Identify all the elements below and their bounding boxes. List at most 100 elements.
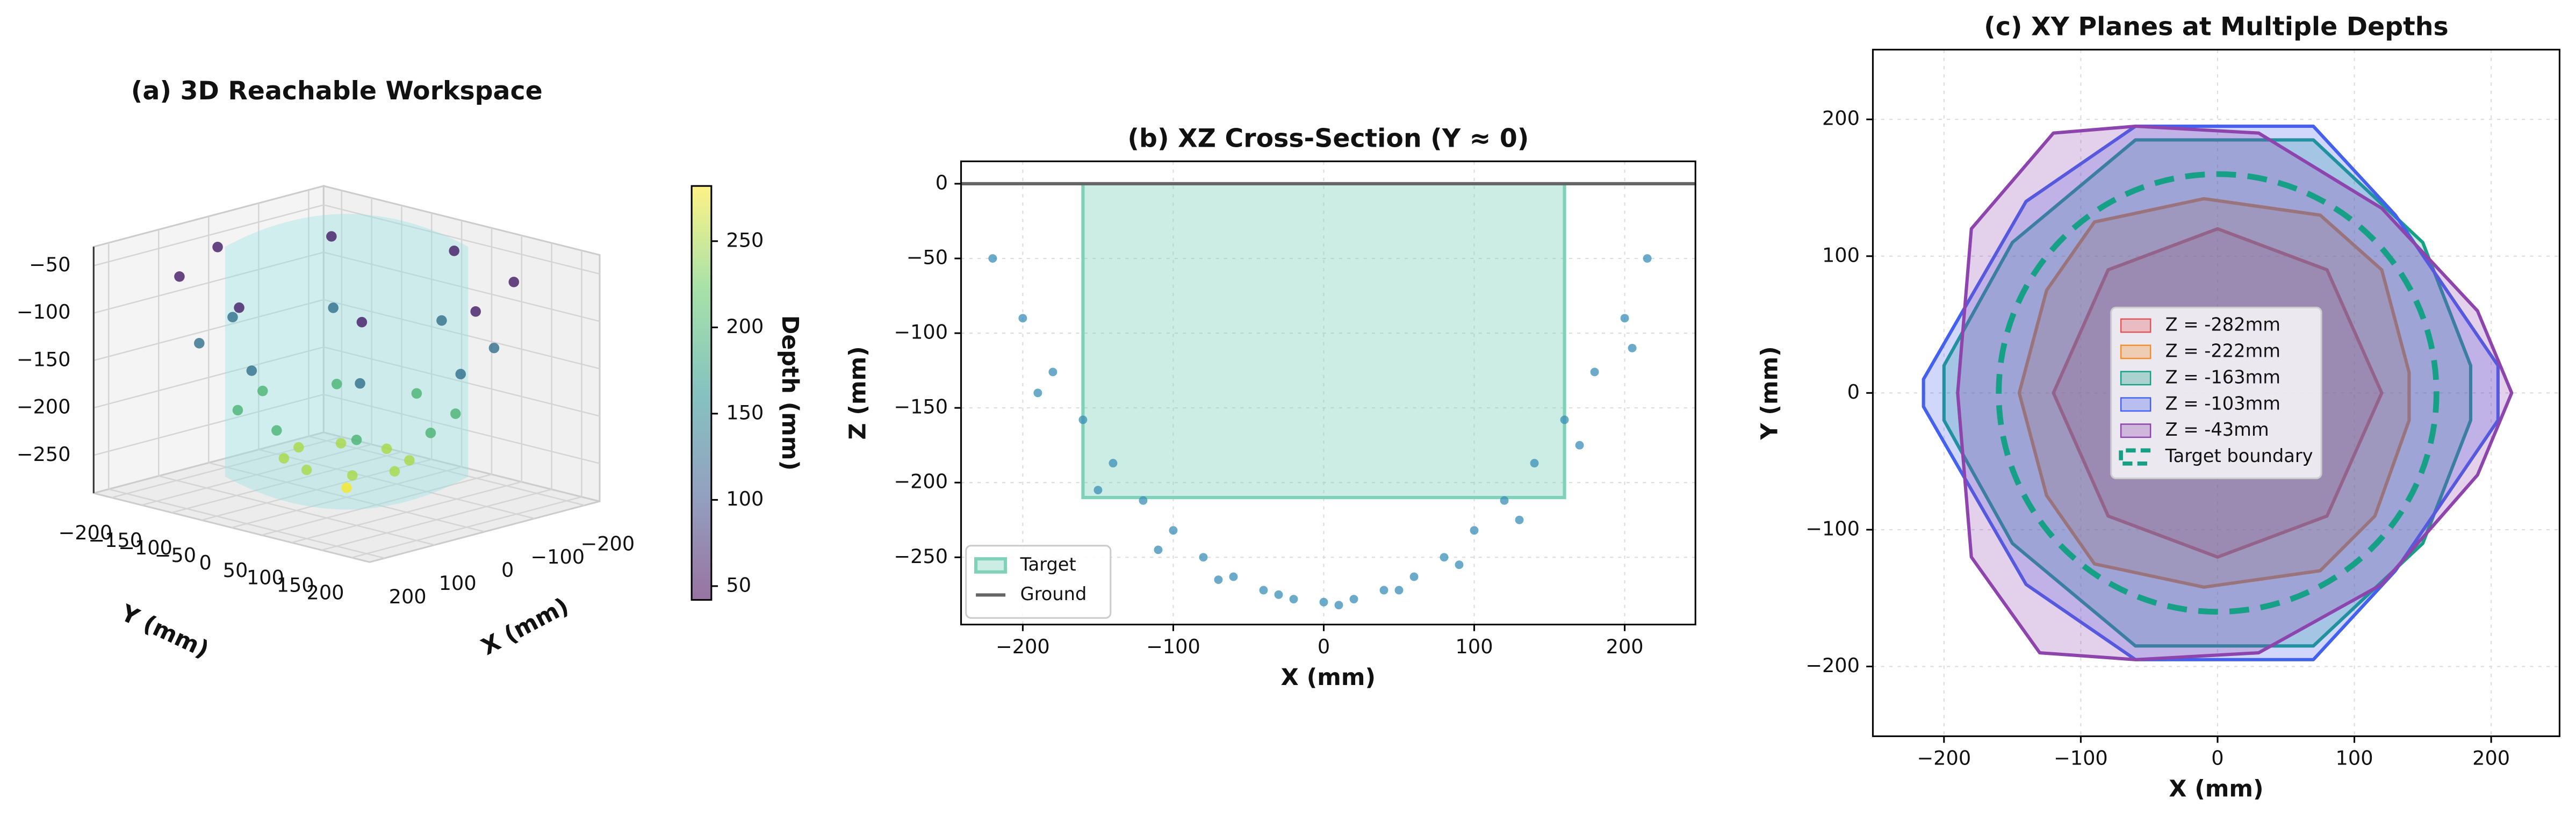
point <box>1169 526 1178 535</box>
grid-line <box>261 473 492 536</box>
z-axis-label: Z (mm) <box>0 293 2 387</box>
point <box>1274 590 1283 599</box>
x-tick-label: 100 <box>1456 635 1493 658</box>
colorbar-tick-label: 250 <box>726 228 764 251</box>
y-tick-label: −100 <box>894 321 948 344</box>
point <box>1214 575 1223 584</box>
target-region <box>1081 182 1566 500</box>
colorbar-frame <box>690 185 713 601</box>
point <box>1154 545 1163 554</box>
x-tick-label: 200 <box>2472 747 2510 770</box>
x-axis-label: X (mm) <box>2169 776 2263 803</box>
point <box>425 428 436 438</box>
point <box>227 312 238 323</box>
y-tick-label: 150 <box>277 574 314 597</box>
x-tick-label: 200 <box>389 585 427 608</box>
point <box>1033 388 1042 398</box>
legend-marker <box>2120 423 2152 438</box>
point <box>1229 572 1238 581</box>
plot-frame <box>1872 48 2560 737</box>
point <box>341 482 352 493</box>
point <box>455 369 466 380</box>
point <box>1515 515 1524 524</box>
y-tick-label: 200 <box>306 581 344 604</box>
z-tick-label: −100 <box>17 300 71 323</box>
point <box>450 408 461 419</box>
y-tick-label: −100 <box>118 536 172 559</box>
x-tick-label: 200 <box>1606 635 1644 658</box>
x-tick-label: −100 <box>1146 635 1200 658</box>
legend-marker <box>2120 397 2152 412</box>
point <box>278 453 290 464</box>
y-tick-label: 0 <box>936 171 948 194</box>
point <box>411 388 422 399</box>
legend-marker <box>2120 344 2152 359</box>
legend-marker <box>2119 448 2151 466</box>
x-tick-label: 0 <box>501 559 514 582</box>
y-tick-label: −250 <box>894 545 948 568</box>
point <box>1018 314 1027 323</box>
z-tick-label: −250 <box>17 443 71 466</box>
point <box>293 442 304 453</box>
y-tick-label: −200 <box>894 470 948 493</box>
z-tick-label: −200 <box>17 395 71 419</box>
point <box>1093 486 1103 495</box>
y-tick-label: −200 <box>58 521 112 544</box>
y-tick-label: 50 <box>223 559 248 582</box>
legend-marker <box>974 557 1008 574</box>
point <box>271 425 282 436</box>
y-tick-label: −150 <box>88 529 142 552</box>
point <box>326 231 337 242</box>
point <box>1334 601 1343 610</box>
point <box>328 302 339 313</box>
point <box>174 271 185 282</box>
point <box>381 443 392 455</box>
grid-line <box>351 496 582 559</box>
point <box>1409 572 1419 581</box>
point <box>1620 314 1629 323</box>
point <box>234 302 244 313</box>
y-tick-label: −50 <box>155 544 196 567</box>
chart-title: (c) XY Planes at Multiple Depths <box>1984 12 2449 42</box>
target-cylinder <box>225 214 469 510</box>
y-tick-label: 0 <box>199 551 212 574</box>
y-tick-label: 100 <box>247 566 284 589</box>
colorbar-tick-label: 200 <box>726 315 764 338</box>
point <box>246 365 257 376</box>
x-tick-label: −100 <box>2054 747 2108 770</box>
grid-line <box>171 451 402 514</box>
point <box>1078 415 1088 424</box>
point <box>404 455 415 466</box>
x-tick-label: 100 <box>439 572 477 595</box>
point <box>1643 254 1652 263</box>
target-boundary <box>1996 171 2440 615</box>
legend-box <box>2110 306 2322 479</box>
point <box>1259 586 1268 595</box>
colorbar-label: Depth (mm) <box>776 315 803 471</box>
z-tick-label: −50 <box>29 253 70 276</box>
point <box>1575 441 1584 450</box>
legend-label: Z = -103mm <box>2165 393 2280 414</box>
point <box>232 405 243 416</box>
legend-marker <box>2120 371 2152 386</box>
point <box>257 385 268 396</box>
point <box>1319 597 1328 607</box>
point <box>508 277 520 287</box>
y-tick-label: −150 <box>894 395 948 419</box>
y-tick-label: 200 <box>1822 107 1860 130</box>
point <box>1349 595 1358 604</box>
grid-line <box>231 466 462 529</box>
legend-label: Target <box>1020 554 1076 575</box>
point <box>355 378 365 389</box>
legend-label: Z = -282mm <box>2165 314 2280 335</box>
point <box>1199 553 1208 562</box>
point <box>1289 595 1298 604</box>
point <box>436 315 447 326</box>
legend-label: Target boundary <box>2165 445 2313 466</box>
legend-box <box>965 545 1112 619</box>
x-tick-label: 0 <box>2211 747 2224 770</box>
x-tick-label: −200 <box>996 635 1050 658</box>
x-tick-label: −200 <box>580 532 635 555</box>
chart-title: (b) XZ Cross-Section (Y ≈ 0) <box>1127 124 1529 154</box>
